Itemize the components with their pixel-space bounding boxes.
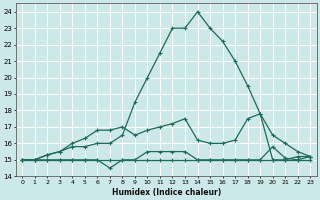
X-axis label: Humidex (Indice chaleur): Humidex (Indice chaleur) [112, 188, 221, 197]
